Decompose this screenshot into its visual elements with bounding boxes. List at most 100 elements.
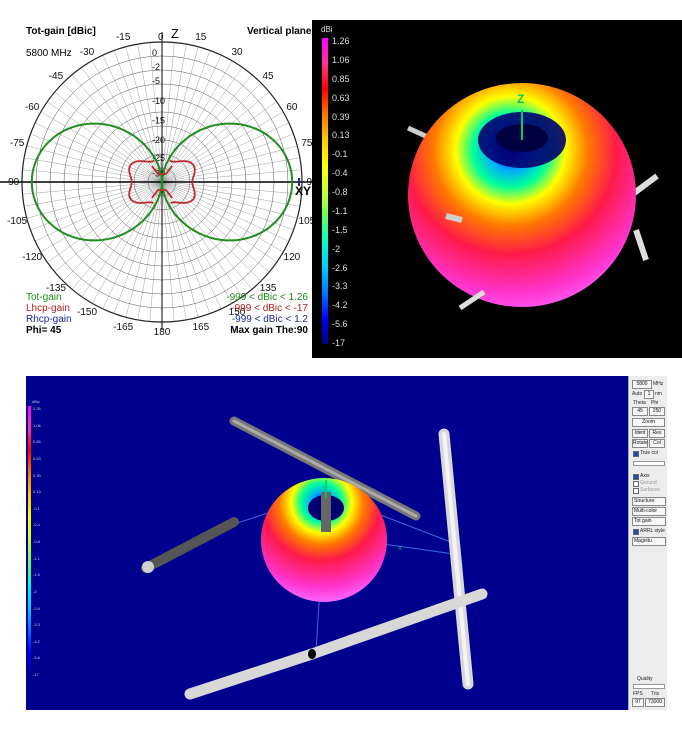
scale-tick-label: -0.8	[33, 539, 40, 544]
polar-title: Tot-gain [dBic]	[26, 26, 96, 37]
polar-grid-spoke	[161, 181, 211, 314]
totgain-trace-left	[30, 122, 163, 242]
polar-grid-spoke	[161, 44, 187, 183]
theta-input[interactable]: 45	[632, 407, 648, 416]
polar-grid-spoke	[161, 181, 298, 219]
polar-angle-label: 15	[195, 32, 207, 43]
polar-grid-spoke	[24, 181, 163, 207]
rotate-button[interactable]: Rotate	[632, 439, 648, 448]
totgain-trace-right	[161, 122, 294, 242]
polar-phi: Phi= 45	[26, 325, 62, 336]
legend-rhcp-name: Rhcp-gain	[26, 314, 72, 325]
scale-tick-label: -17	[33, 672, 39, 677]
polar-grid-spoke	[81, 181, 163, 297]
polar-angle-label: 135	[260, 283, 277, 294]
arrl-style-checkbox[interactable]	[633, 529, 639, 535]
scale-tick-label: -0.4	[332, 168, 348, 179]
lhcp-trace-top	[151, 165, 173, 175]
polar-angle-label: -45	[49, 71, 64, 82]
polar-angle-label: 30	[231, 47, 243, 58]
scale-tick-label: 1.06	[33, 422, 41, 428]
surfaces-checkbox[interactable]	[633, 488, 639, 494]
multicolor-select[interactable]: Multi-color	[632, 507, 666, 516]
polar-grid-spoke	[161, 181, 277, 263]
color-slider[interactable]	[633, 461, 665, 466]
polar-grid-spoke	[161, 42, 175, 183]
polar-angle-label: 90	[306, 177, 312, 188]
polar-grid-spoke	[161, 181, 262, 282]
control-panel: 5800 MHz Auto 1 nm Theta Phi 45 250 Zoom…	[628, 376, 667, 710]
phi-input[interactable]: 250	[649, 407, 665, 416]
polar-grid-spoke	[24, 157, 163, 183]
polar-grid-spoke	[47, 181, 163, 263]
col-button[interactable]: Col	[649, 439, 665, 448]
polar-grid-spoke	[62, 181, 163, 282]
step-input[interactable]: 1	[644, 390, 654, 399]
lhcp-trace-right	[169, 159, 196, 204]
scale-tick-label: 1.26	[33, 406, 41, 411]
top-3d-scene	[406, 83, 659, 311]
surfaces-label: Surfaces	[640, 487, 660, 493]
bottom-rod-junction	[308, 649, 316, 659]
polar-grid-spoke	[35, 181, 163, 242]
polar-radial-label: -20	[152, 135, 165, 145]
polar-grid-spoke	[137, 181, 163, 320]
polar-grid-spoke	[161, 82, 262, 183]
polar-grid-spoke	[161, 181, 243, 297]
polar-grid-spoke	[161, 133, 294, 183]
polar-angle-label: 165	[192, 322, 209, 333]
scale-tick-label: 0.39	[332, 111, 350, 122]
magnitude-select[interactable]: Magnitu	[632, 537, 666, 546]
legend-rhcp-range: -999 < dBic < 1.2	[231, 314, 308, 325]
polar-angle-label: -15	[116, 32, 131, 43]
top-scale-unit: dBi	[321, 25, 333, 34]
res-button[interactable]: Res	[649, 429, 665, 438]
scale-tick-label: -0.8	[332, 187, 348, 197]
frequency-input[interactable]: 5800	[632, 380, 652, 389]
polar-angle-label: -75	[10, 138, 25, 149]
totgain-select[interactable]: Tot gain	[632, 517, 666, 526]
scale-tick-label: 0.13	[332, 130, 350, 141]
structure-select[interactable]: Structure	[632, 497, 666, 506]
bottom-3d-x-label: X	[398, 546, 403, 552]
step-unit: nm	[655, 391, 662, 397]
polar-grid-spoke	[54, 181, 163, 273]
scale-tick-label: -1.5	[33, 572, 40, 578]
scale-tick-label: 0.85	[332, 73, 350, 84]
polar-grid-spoke	[91, 181, 163, 304]
top-3d-view[interactable]: dBi 1.26 1.06 0.85 0.63 0.39 0.13 -0.1 -0.4 -0.8…	[312, 20, 682, 358]
scale-tick-label: -2.6	[332, 262, 348, 273]
true-col-checkbox[interactable]	[633, 451, 639, 457]
legend-totgain-range: -999 < dBic < 1.26	[226, 292, 308, 303]
scale-tick-label: -2	[332, 243, 341, 254]
lhcp-trace-bottom	[151, 189, 173, 199]
polar-grid-spoke	[40, 111, 163, 183]
scale-tick-label: 0.13	[33, 489, 41, 495]
scale-tick-label: 0.85	[33, 439, 41, 445]
polar-radial-label: -10	[152, 96, 165, 106]
polar-grid-spoke	[161, 91, 270, 183]
polar-grid-spoke	[26, 145, 163, 183]
bottom-rod-left	[141, 517, 239, 573]
polar-angle-label: -165	[113, 322, 133, 333]
bottom-3d-scene	[141, 416, 488, 700]
polar-grid-spoke	[161, 181, 233, 304]
scale-tick-label: -0.4	[33, 522, 40, 528]
bottom-3d-view[interactable]: dBic 1.26 1.06 0.85 0.63 0.39 0.13 -0.1 -0.4 -0.…	[26, 376, 628, 710]
polar-angle-label: 150	[229, 307, 246, 318]
top-3d-z-label: Z	[517, 92, 525, 106]
ident-button[interactable]: Ident	[632, 429, 648, 438]
polar-grid-spoke	[40, 181, 163, 253]
scale-tick-label: 1.06	[332, 54, 350, 65]
polar-grid-spoke	[161, 181, 284, 253]
polar-chart: 153045607590105120135150165180-165-150-1…	[0, 32, 312, 338]
axis-checkbox[interactable]	[633, 474, 639, 480]
ground-checkbox[interactable]	[633, 481, 639, 487]
quality-slider[interactable]	[633, 684, 665, 689]
polar-angle-label: -30	[80, 47, 95, 58]
polar-grid-spoke	[161, 181, 270, 273]
ground-label: Ground	[640, 480, 657, 486]
scale-tick-label: -2.6	[33, 605, 40, 611]
legend-lhcp-name: Lhcp-gain	[26, 303, 70, 314]
zoom-button[interactable]: Zoom	[632, 418, 665, 427]
